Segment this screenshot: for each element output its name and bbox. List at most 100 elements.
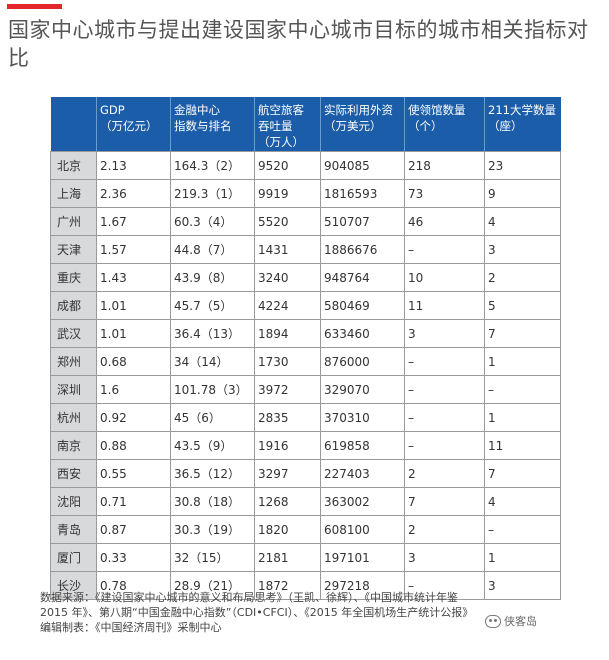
table-cell: 2835 <box>254 403 321 432</box>
table-cell: 3 <box>404 319 485 348</box>
table-cell: 164.3（2） <box>170 151 255 180</box>
city-name-cell: 郑州 <box>50 347 97 376</box>
table-cell: 4 <box>484 207 561 236</box>
table-cell: 3972 <box>254 375 321 404</box>
table-cell: 1.01 <box>96 319 171 348</box>
table-cell: 1894 <box>254 319 321 348</box>
table-cell: – <box>404 571 485 600</box>
table-header-cell: 使领馆数量 （个） <box>404 97 485 152</box>
table-row: 天津 1.57 44.8（7） 1431 1886676–3 <box>50 235 561 264</box>
table-header-cell: 实际利用外资 （万美元） <box>320 97 405 152</box>
city-name-cell: 深圳 <box>50 375 97 404</box>
table-body: 北京 2.13 164.3（2） 9520 904085 218 23 上海 2.36 219.3… <box>50 151 561 600</box>
table-cell: – <box>404 375 485 404</box>
table-cell: 3 <box>404 543 485 572</box>
table-row: 厦门 0.33 32（15） 2181 197101 3 1 <box>50 543 561 572</box>
table-header-cell: GDP （万亿元） <box>96 97 171 152</box>
table-header-cell: 211大学数量 （座） <box>484 97 561 152</box>
table-cell: 9919 <box>254 179 321 208</box>
table-cell: – <box>484 515 561 544</box>
table-cell: – <box>404 431 485 460</box>
wechat-icon <box>485 614 501 628</box>
table-cell: 36.4（13） <box>170 319 255 348</box>
table-cell: 0.33 <box>96 543 171 572</box>
table-row: 杭州 0.92 45（6） 2835 370310–1 <box>50 403 561 432</box>
table-cell: 0.55 <box>96 459 171 488</box>
table-cell: 0.68 <box>96 347 171 376</box>
city-name-cell: 北京 <box>50 151 97 180</box>
table-row: 广州 1.67 60.3（4） 5520 510707 46 4 <box>50 207 561 236</box>
table-cell: 2.13 <box>96 151 171 180</box>
table-cell: 1.43 <box>96 263 171 292</box>
table-cell: 370310 <box>320 403 405 432</box>
table-cell: 510707 <box>320 207 405 236</box>
city-name-cell: 成都 <box>50 291 97 320</box>
table-cell: 44.8（7） <box>170 235 255 264</box>
table-cell: 10 <box>404 263 485 292</box>
table-row: 南京 0.88 43.5（9） 1916 619858–11 <box>50 431 561 460</box>
table-cell: 0.88 <box>96 431 171 460</box>
table-row: 北京 2.13 164.3（2） 9520 904085 218 23 <box>50 151 561 180</box>
table-cell: 2 <box>404 459 485 488</box>
table-cell: 2.36 <box>96 179 171 208</box>
city-name-cell: 南京 <box>50 431 97 460</box>
table-cell: 2181 <box>254 543 321 572</box>
table-cell: 34（14） <box>170 347 255 376</box>
source-line: 数据来源：《建设国家中心城市的意义和布局思考》（王凯、徐辉）、《中国城市统计年鉴 <box>40 591 458 604</box>
table-cell: 0.71 <box>96 487 171 516</box>
city-name-cell: 青岛 <box>50 515 97 544</box>
table-row: 武汉 1.01 36.4（13） 1894 633460 3 7 <box>50 319 561 348</box>
table-cell: 1.01 <box>96 291 171 320</box>
table-cell: 43.9（8） <box>170 263 255 292</box>
table-row: 郑州 0.68 34（14） 1730 876000–1 <box>50 347 561 376</box>
table-cell: 4224 <box>254 291 321 320</box>
source-line: 2015 年》、第八期“中国金融中心指数”（CDI•CFCI）、《2015 年全… <box>40 606 474 619</box>
table-cell: 580469 <box>320 291 405 320</box>
table-cell: 9520 <box>254 151 321 180</box>
table-cell: 73 <box>404 179 485 208</box>
table-cell: 23 <box>484 151 561 180</box>
table-cell: 1816593 <box>320 179 405 208</box>
table-cell: 197101 <box>320 543 405 572</box>
table-cell: 948764 <box>320 263 405 292</box>
table-cell: 7 <box>484 319 561 348</box>
table-cell: 1 <box>484 543 561 572</box>
table-cell: 5520 <box>254 207 321 236</box>
table-cell: 7 <box>404 487 485 516</box>
table-cell: 1820 <box>254 515 321 544</box>
table-cell: 1.6 <box>96 375 171 404</box>
city-name-cell: 沈阳 <box>50 487 97 516</box>
table-cell: – <box>484 375 561 404</box>
table-row: 西安 0.55 36.5（12） 3297 227403 2 7 <box>50 459 561 488</box>
table-cell: 45（6） <box>170 403 255 432</box>
table-row: 上海 2.36 219.3（1） 9919 1816593 73 9 <box>50 179 561 208</box>
city-name-cell: 重庆 <box>50 263 97 292</box>
table-cell: 1431 <box>254 235 321 264</box>
table-cell: – <box>404 235 485 264</box>
city-name-cell: 杭州 <box>50 403 97 432</box>
table-cell: 1.57 <box>96 235 171 264</box>
table-cell: 5 <box>484 291 561 320</box>
table-cell: 36.5（12） <box>170 459 255 488</box>
comparison-table: GDP （万亿元） 金融中心 指数与排名 航空旅客 吞吐量 （万人） 实际利用外资 （万美… <box>50 97 561 600</box>
table-cell: 1 <box>484 347 561 376</box>
table-cell: 227403 <box>320 459 405 488</box>
table-cell: 4 <box>484 487 561 516</box>
table-cell: 3 <box>484 235 561 264</box>
page-title: 国家中心城市与提出建设国家中心城市目标的城市相关指标对比 <box>8 18 589 70</box>
table-header-cell: 金融中心 指数与排名 <box>170 97 255 152</box>
watermark: 侠客岛 <box>485 613 537 629</box>
table-cell: 363002 <box>320 487 405 516</box>
watermark-text: 侠客岛 <box>504 615 537 628</box>
table-row: 重庆 1.43 43.9（8） 3240 948764 10 2 <box>50 263 561 292</box>
table-cell: 60.3（4） <box>170 207 255 236</box>
city-name-cell: 上海 <box>50 179 97 208</box>
source-note: 数据来源：《建设国家中心城市的意义和布局思考》（王凯、徐辉）、《中国城市统计年鉴… <box>40 590 600 635</box>
table-cell: 3240 <box>254 263 321 292</box>
table-cell: 45.7（5） <box>170 291 255 320</box>
table-cell: 7 <box>484 459 561 488</box>
table-cell: 11 <box>404 291 485 320</box>
table-cell: 1.67 <box>96 207 171 236</box>
table-cell: 30.8（18） <box>170 487 255 516</box>
city-name-cell: 天津 <box>50 235 97 264</box>
